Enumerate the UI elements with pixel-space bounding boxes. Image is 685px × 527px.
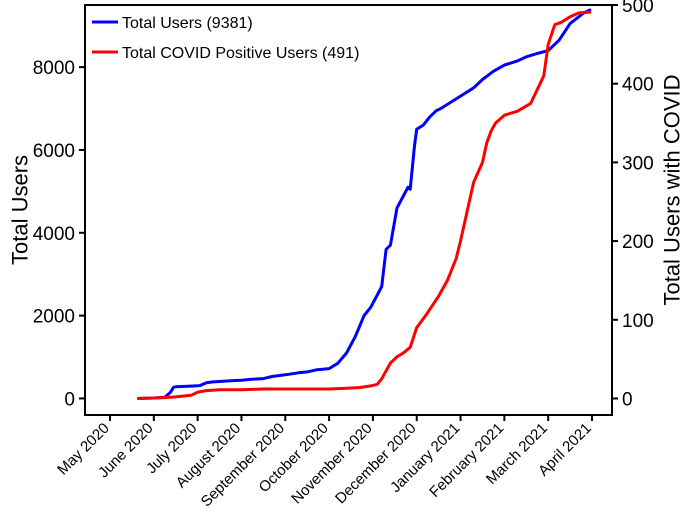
series-group — [137, 8, 592, 400]
y-tick-label-left: 6000 — [33, 141, 75, 162]
y-tick-label-right: 400 — [622, 75, 654, 96]
y-tick-label-right: 200 — [622, 232, 654, 253]
y-tick-label-right: 500 — [622, 0, 654, 17]
series-line-covid-positive-users — [137, 10, 592, 400]
legend: Total Users (9381) Total COVID Positive U… — [92, 15, 359, 62]
y-tick-label-right: 0 — [622, 389, 633, 410]
left-y-axis: 0 2000 4000 6000 8000 — [33, 58, 85, 410]
y-tick-label-left: 8000 — [33, 58, 75, 79]
legend-label: Total COVID Positive Users (491) — [122, 45, 359, 62]
legend-label: Total Users (9381) — [122, 15, 253, 32]
plot-area — [84, 4, 613, 416]
y-axis-label-left: Total Users — [8, 155, 33, 265]
y-tick-label-right: 300 — [622, 153, 654, 174]
y-tick-label-left: 2000 — [33, 307, 75, 328]
right-y-axis: 0 100 200 300 400 500 — [612, 0, 654, 410]
y-tick-label-right: 100 — [622, 311, 654, 332]
y-tick-label-left: 0 — [64, 389, 75, 410]
y-tick-label-left: 4000 — [33, 224, 75, 245]
y-axis-label-right: Total Users with COVID — [660, 74, 685, 305]
plot-frame — [84, 4, 613, 416]
series-line-total-users — [137, 8, 592, 400]
